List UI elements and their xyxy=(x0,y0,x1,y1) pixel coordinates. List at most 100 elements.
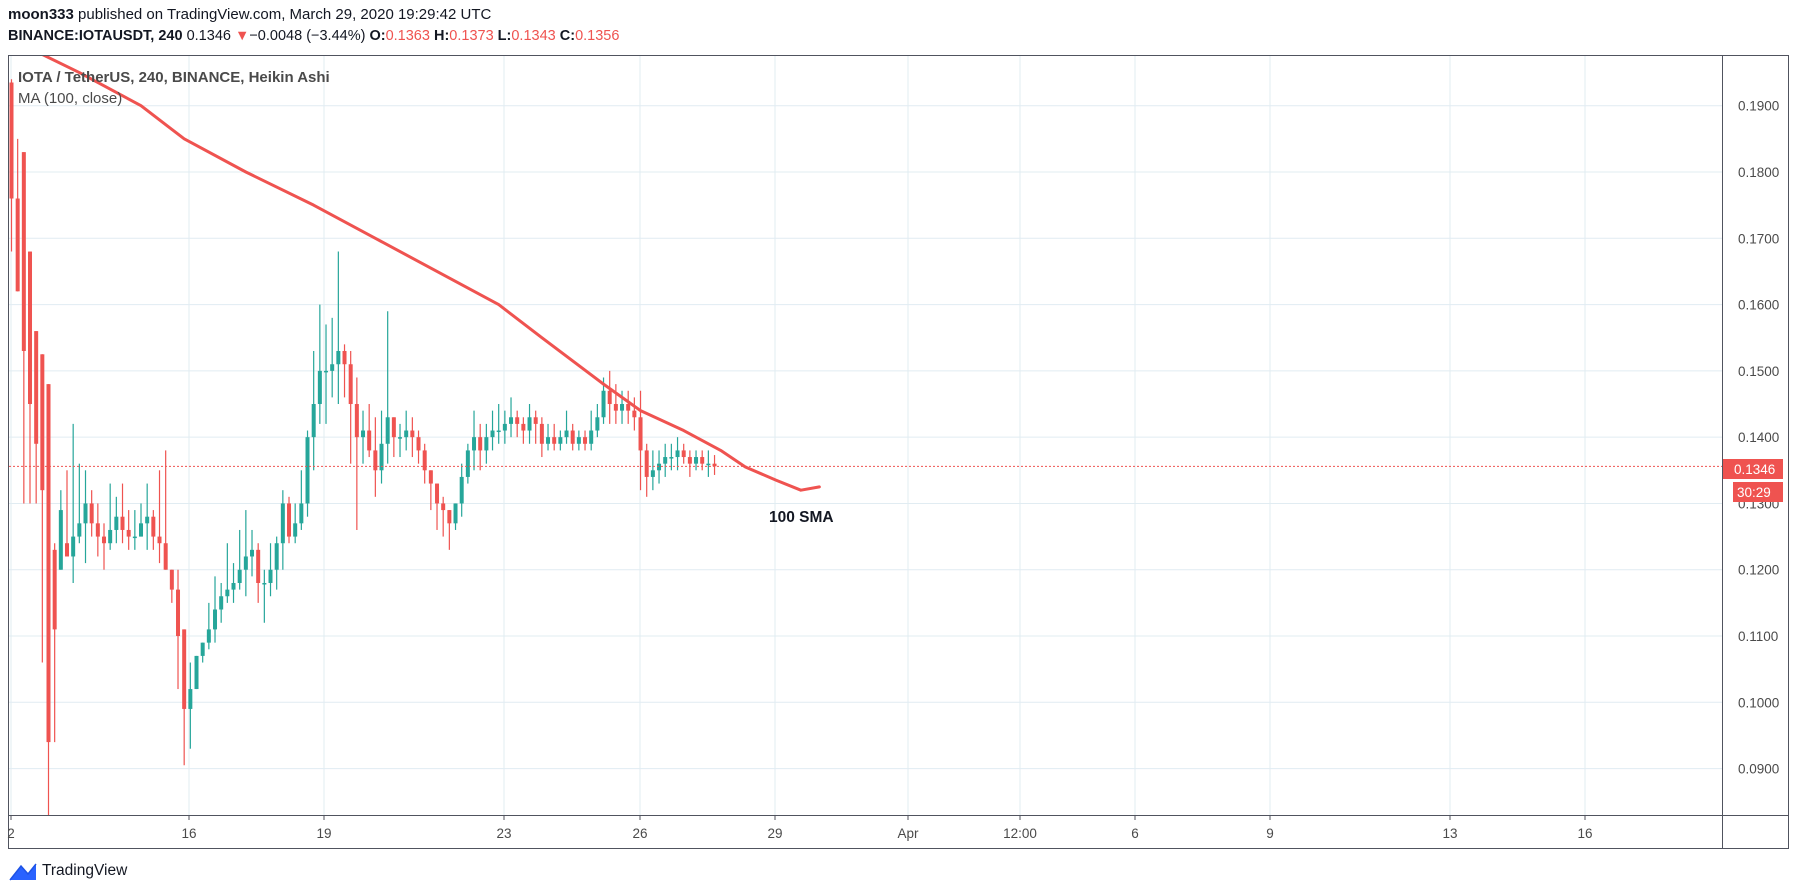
candle-body xyxy=(89,503,94,524)
candle xyxy=(595,404,600,438)
high-value: 0.1373 xyxy=(449,28,494,44)
candle xyxy=(52,543,57,743)
candle-body xyxy=(34,331,39,444)
candle xyxy=(613,384,618,424)
last-price-value: 0.1346 xyxy=(186,28,231,44)
candle-body xyxy=(324,370,329,373)
candle xyxy=(669,443,674,471)
candle xyxy=(521,417,526,444)
candle xyxy=(176,569,181,690)
candle xyxy=(34,331,39,504)
tradingview-logo-icon xyxy=(9,863,37,881)
candle xyxy=(126,510,131,550)
candle xyxy=(213,576,218,643)
candle-body xyxy=(169,569,174,590)
time-tick-label: 2 xyxy=(7,826,15,841)
candle xyxy=(287,496,292,544)
candle-body xyxy=(472,437,477,451)
candle-body xyxy=(21,152,26,351)
candle xyxy=(589,410,594,451)
candle xyxy=(706,450,711,477)
candle-body xyxy=(65,543,70,557)
candle xyxy=(490,410,495,451)
candle xyxy=(515,410,520,438)
candle xyxy=(441,496,446,537)
candle-body xyxy=(231,582,236,590)
candle xyxy=(256,543,261,603)
candle xyxy=(465,443,470,484)
candle xyxy=(428,470,433,511)
candle-body xyxy=(176,589,181,637)
candle-body xyxy=(632,410,637,418)
candle xyxy=(447,510,452,550)
candle-body xyxy=(373,450,378,471)
time-tick-label: 6 xyxy=(1131,826,1139,841)
candle xyxy=(348,350,353,464)
time-tick-label: Apr xyxy=(897,826,919,841)
tradingview-brand-text: TradingView xyxy=(42,862,128,879)
candle xyxy=(157,470,162,564)
candle-body xyxy=(502,423,507,431)
candle xyxy=(509,397,514,438)
candle-body xyxy=(213,609,218,630)
candle xyxy=(583,430,588,451)
candle xyxy=(687,450,692,477)
candles-group xyxy=(9,79,717,815)
candle xyxy=(21,152,26,504)
candle xyxy=(95,503,100,557)
price-tick-label: 0.1700 xyxy=(1738,231,1779,246)
candle xyxy=(274,536,279,590)
candle xyxy=(280,490,285,570)
candle xyxy=(15,138,20,292)
candle-body xyxy=(274,543,279,570)
candle xyxy=(373,417,378,497)
candle-body xyxy=(58,510,63,570)
time-axis[interactable]: 2 16 19 23 26 29 Apr 12:00 6 9 13 16 xyxy=(7,815,1593,841)
candle-body xyxy=(533,417,538,424)
candle xyxy=(120,483,125,544)
price-tick-label: 0.1900 xyxy=(1738,99,1779,114)
candle xyxy=(607,370,612,424)
candle-body xyxy=(385,417,390,444)
candle xyxy=(638,390,643,491)
candle-body xyxy=(287,503,292,537)
candle xyxy=(108,483,113,550)
candle xyxy=(416,430,421,464)
candle-body xyxy=(311,404,316,438)
candle xyxy=(151,510,156,550)
candle xyxy=(379,410,384,484)
time-tick-label: 12:00 xyxy=(1003,826,1037,841)
time-tick-label: 29 xyxy=(767,826,782,841)
candle xyxy=(502,410,507,444)
time-tick-label: 19 xyxy=(316,826,331,841)
author-name[interactable]: moon333 xyxy=(8,6,74,23)
price-tick-label: 0.1400 xyxy=(1738,430,1779,445)
symbol-label: BINANCE:IOTAUSDT, 240 xyxy=(8,28,183,44)
candle xyxy=(243,510,248,597)
candle xyxy=(250,529,255,577)
candle xyxy=(663,443,668,477)
price-axis[interactable]: 0.19000.18000.17000.16000.15000.14000.13… xyxy=(1738,99,1779,777)
change-value: −0.0048 (−3.44%) xyxy=(249,28,366,44)
candle-body xyxy=(441,503,446,511)
candle-body xyxy=(348,364,353,405)
candle xyxy=(336,251,341,405)
candle xyxy=(330,317,335,398)
candle xyxy=(299,470,304,530)
footer-brand[interactable]: TradingView xyxy=(8,860,127,882)
candle-body xyxy=(102,536,107,544)
indicator-label[interactable]: MA (100, close) xyxy=(18,90,122,107)
candle-body xyxy=(620,404,625,411)
candle xyxy=(237,529,242,590)
publish-info: moon333 published on TradingView.com, Ma… xyxy=(8,6,491,23)
ma-100-line xyxy=(42,56,821,492)
candle xyxy=(169,569,174,603)
candle-body xyxy=(71,536,76,557)
candle-body xyxy=(490,430,495,438)
candle-body xyxy=(200,642,205,656)
candle xyxy=(102,523,107,570)
candle xyxy=(404,410,409,451)
countdown-text: 30:29 xyxy=(1737,485,1771,500)
candle-body xyxy=(145,516,150,524)
